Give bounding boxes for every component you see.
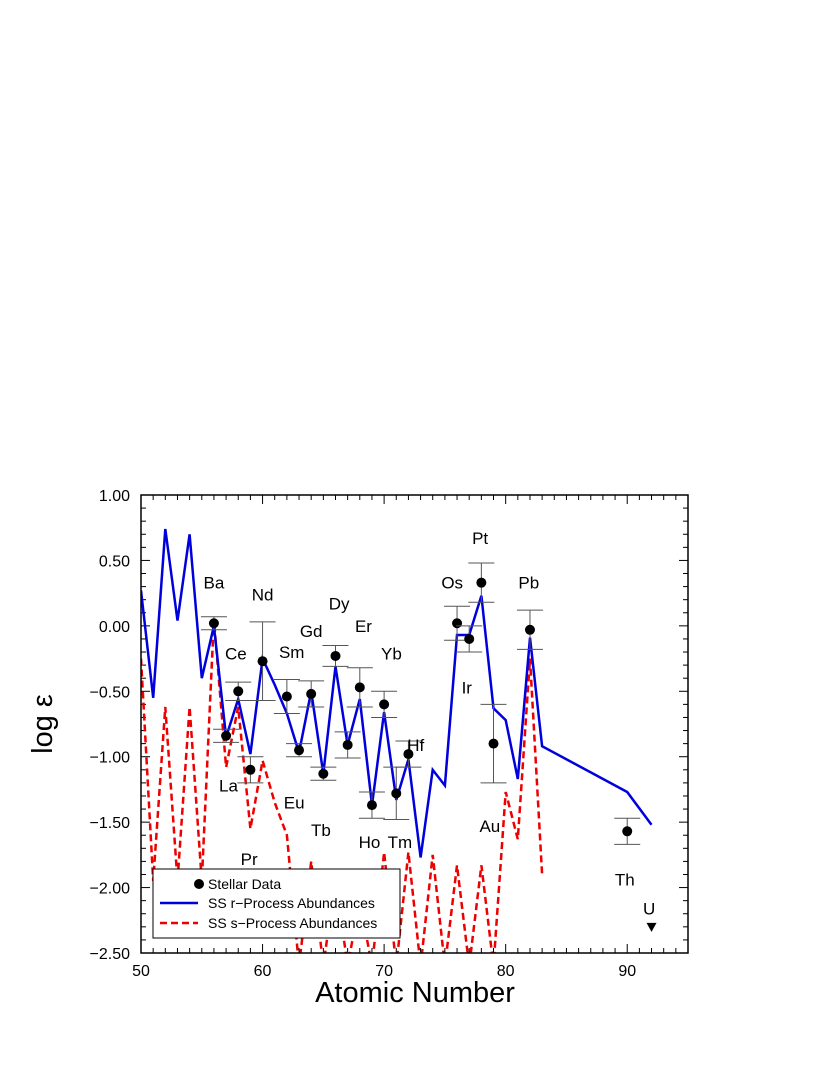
element-label: Pr	[241, 850, 258, 869]
stellar-data-point	[208, 618, 219, 629]
element-label: Th	[615, 871, 635, 890]
element-label: Ce	[225, 644, 247, 663]
y-axis: 1.00 0.50 0.00 −0.50 −1.00 −1.50 −2.00 −2.50	[90, 488, 688, 963]
element-label: Yb	[381, 644, 402, 663]
x-tick-label: 90	[618, 963, 636, 980]
y-axis-title: log ε	[27, 694, 59, 754]
x-tick-label: 80	[497, 963, 515, 980]
stellar-data-point	[524, 624, 535, 635]
element-label: Pt	[472, 529, 488, 548]
element-label: U	[643, 900, 655, 919]
element-label: Hf	[407, 736, 424, 755]
stellar-data-point	[294, 745, 305, 756]
y-tick-label: −2.50	[90, 946, 131, 963]
element-label: Gd	[300, 622, 323, 641]
stellar-data-point	[257, 656, 268, 667]
y-tick-label: 0.00	[99, 619, 130, 636]
element-label: Eu	[284, 794, 305, 813]
stellar-data-layer	[200, 562, 657, 932]
stellar-data-point	[233, 686, 244, 697]
legend-marker-icon	[194, 879, 204, 889]
r-process-line	[141, 528, 653, 858]
stellar-data-point	[281, 691, 292, 702]
stellar-data-point	[318, 768, 329, 779]
stellar-data-point	[245, 764, 256, 775]
element-label: Er	[355, 617, 372, 636]
element-label: Au	[479, 817, 500, 836]
stellar-data-point	[306, 688, 317, 699]
stellar-data-point	[452, 618, 463, 629]
stellar-data-point	[403, 749, 414, 760]
stellar-data-point	[354, 682, 365, 693]
y-tick-label: 1.00	[99, 488, 130, 505]
stellar-data-point	[366, 800, 377, 811]
legend: Stellar Data SS r−Process Abundances SS …	[152, 868, 401, 939]
element-label: Pb	[518, 574, 539, 593]
y-tick-label: −1.00	[90, 750, 131, 767]
y-tick-label: −1.50	[90, 815, 131, 832]
plot-frame	[140, 494, 689, 954]
legend-label-stellar: Stellar Data	[208, 876, 281, 892]
x-axis: 50 60 70 80 90	[132, 495, 689, 980]
x-axis-title: Atomic Number	[315, 977, 515, 1009]
element-label: La	[219, 777, 238, 796]
element-label: Os	[441, 574, 463, 593]
stellar-data-point	[391, 788, 402, 799]
stellar-data-point	[221, 730, 232, 741]
x-tick-label: 50	[132, 963, 150, 980]
y-tick-label: −0.50	[90, 684, 131, 701]
stellar-data-point	[379, 699, 390, 710]
stellar-data-point	[488, 738, 499, 749]
y-tick-label: −2.00	[90, 881, 131, 898]
upper-limit-marker	[646, 922, 657, 932]
element-label: Tm	[388, 833, 413, 852]
x-tick-label: 70	[375, 963, 393, 980]
stellar-data-point	[476, 577, 487, 588]
y-tick-label: 0.50	[99, 553, 130, 570]
stellar-data-point	[464, 633, 475, 644]
legend-label-r-process: SS r−Process Abundances	[208, 895, 375, 911]
element-label: Ba	[204, 574, 225, 593]
element-label: Nd	[252, 585, 274, 604]
element-labels: Ba La Ce Pr Nd Sm Eu Gd Tb Dy Er Ho Yb Tm Hf Os Ir Pt Au Pb…	[204, 529, 656, 918]
element-label: Tb	[311, 821, 331, 840]
stellar-data-point	[330, 650, 341, 661]
stellar-data-point	[342, 739, 353, 750]
legend-label-s-process: SS s−Process Abundances	[208, 915, 377, 931]
stellar-data-point	[622, 826, 633, 837]
element-label: Ho	[359, 833, 381, 852]
element-label: Sm	[279, 643, 305, 662]
element-label: Ir	[462, 678, 473, 697]
x-tick-label: 60	[254, 963, 272, 980]
element-label: Dy	[329, 595, 350, 614]
